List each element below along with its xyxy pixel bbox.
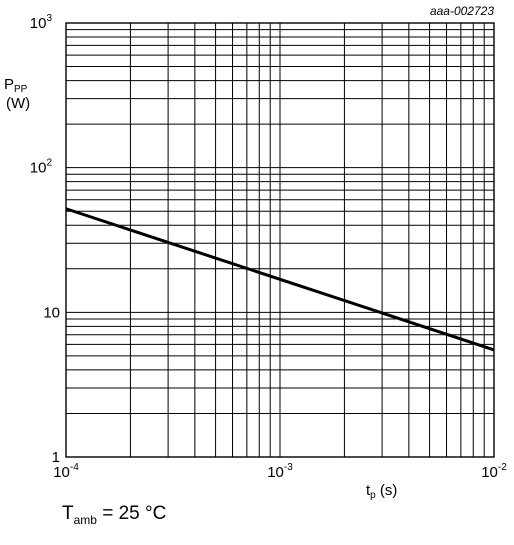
x-tick-label: 10-2 [481,462,507,481]
condition-rest: = 25 °C [96,503,167,524]
y-tick-exp: 2 [46,158,52,169]
x-tick-exp: -3 [284,462,293,473]
x-tick-base: 10 [53,464,70,481]
x-tick-exp: -4 [70,462,79,473]
x-axis-label-sub: p [370,490,376,501]
test-condition: Tamb = 25 °C [62,503,166,527]
grid [66,23,494,457]
x-tick-base: 10 [267,464,284,481]
y-axis-label: PPP [4,76,28,95]
y-axis-label-main: P [4,76,14,93]
y-tick-label: 1 [52,449,60,466]
y-tick-exp: 3 [46,13,52,24]
x-tick-exp: -2 [498,462,507,473]
condition-sub: amb [73,512,97,527]
x-tick-label: 10-4 [53,462,79,481]
plot-frame [65,22,495,458]
y-axis-unit: (W) [6,95,30,112]
x-tick-label: 10-3 [267,462,293,481]
x-axis-label-unit: (s) [376,482,398,499]
series-layer [65,207,495,352]
x-axis-label: tp (s) [366,482,397,501]
y-axis-label-sub: PP [14,84,28,95]
series-line-0 [65,207,495,352]
y-tick-label: 103 [30,13,53,32]
condition-main: T [62,503,74,524]
figure-id: aaa-002723 [430,4,494,18]
y-tick-base: 10 [30,15,47,32]
x-axis-label-main: t [366,482,371,499]
y-tick-base: 10 [43,304,60,321]
x-tick-base: 10 [481,464,498,481]
y-tick-base: 1 [52,449,60,466]
y-tick-label: 102 [30,158,53,177]
y-tick-base: 10 [30,160,47,177]
y-tick-label: 10 [43,304,60,321]
